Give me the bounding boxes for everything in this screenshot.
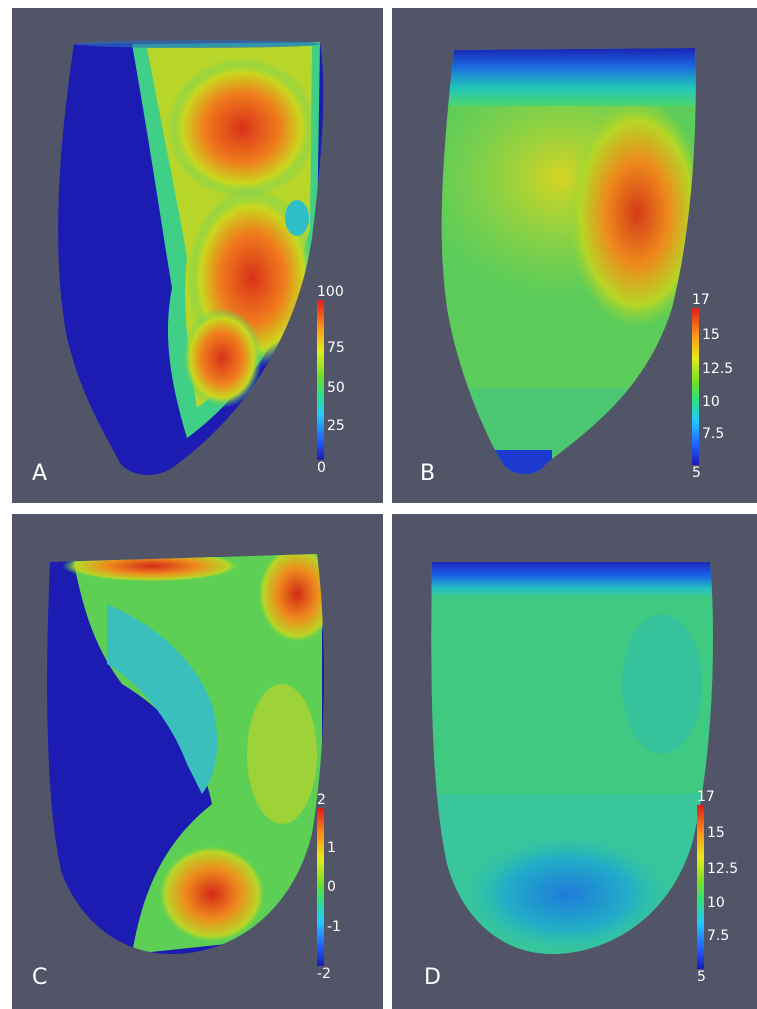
colorbar-b: 17 15 12.5 10 7.5 5 (692, 292, 742, 481)
colorbar-c: 2 1 0 -1 -2 (317, 792, 357, 982)
colorbar-label: 5 (697, 969, 706, 985)
colorbar-label: 5 (692, 465, 701, 481)
panel-letter-c: C (32, 965, 48, 990)
panel-d: D 17 15 12.5 10 7.5 5 (392, 514, 757, 1009)
colorbar-label: -2 (317, 966, 331, 982)
colorbar-label: 17 (697, 789, 715, 805)
colorbar-gradient (317, 808, 324, 966)
colorbar-label: 15 (702, 326, 720, 343)
colorbar-label: 12.5 (707, 860, 739, 877)
colorbar-label: 25 (327, 418, 345, 435)
colorbar-gradient (697, 805, 704, 969)
colorbar-label: 17 (692, 292, 710, 308)
panel-a: A 100 75 50 25 0 (12, 8, 383, 503)
panel-letter-b: B (420, 461, 436, 486)
heart-surface-c (47, 554, 324, 954)
colorbar-label: 0 (317, 460, 326, 476)
colorbar-label: 0 (327, 879, 336, 895)
panel-letter-a: A (32, 461, 48, 486)
heart-surface-a (58, 40, 324, 475)
panel-b: B 17 15 12.5 10 7.5 5 (392, 8, 757, 503)
colorbar-gradient (692, 308, 699, 465)
colorbar-label: 15 (707, 824, 725, 841)
colorbar-label: 7.5 (707, 928, 730, 945)
colorbar-label: 100 (317, 284, 344, 300)
colorbar-label: 10 (707, 895, 725, 912)
colorbar-label: 10 (702, 394, 720, 411)
colorbar-label: 7.5 (702, 425, 725, 442)
heart-surface-b (441, 48, 696, 475)
colorbar-label: 50 (327, 380, 345, 396)
colorbar-d: 17 15 12.5 10 7.5 5 (697, 789, 747, 985)
colorbar-label: 1 (327, 839, 336, 856)
colorbar-label: 2 (317, 792, 326, 808)
panel-c: C 2 1 0 -1 -2 (12, 514, 383, 1009)
colorbar-label: 75 (327, 340, 345, 356)
colorbar-label: -1 (327, 918, 341, 935)
colorbar-label: 12.5 (702, 361, 734, 378)
heart-surface-d (431, 562, 713, 954)
colorbar-gradient (317, 300, 324, 460)
panel-letter-d: D (424, 965, 441, 990)
colorbar-a: 100 75 50 25 0 (317, 284, 357, 476)
